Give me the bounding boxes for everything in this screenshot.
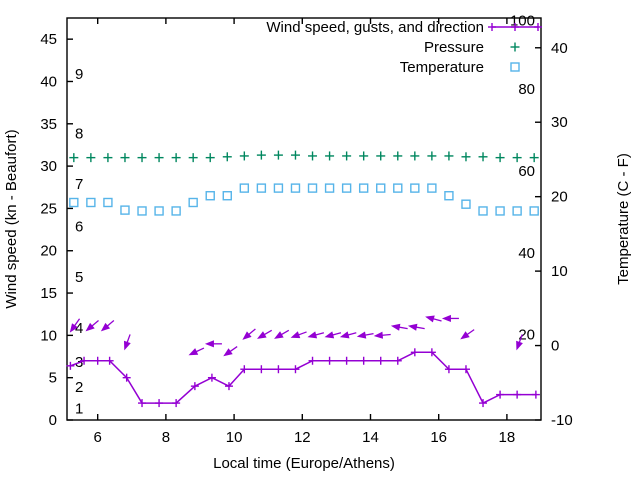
temperature-point xyxy=(69,197,79,208)
wind-direction-arrow xyxy=(257,329,273,339)
temperature-point xyxy=(86,197,96,208)
beaufort-label: 5 xyxy=(75,269,83,286)
wind-direction-arrow xyxy=(356,331,374,339)
temperature-point xyxy=(205,191,215,201)
temperature-point xyxy=(495,206,505,216)
temperature-point xyxy=(222,191,232,201)
y-tick-label: 20 xyxy=(40,243,57,260)
wind-direction-arrow xyxy=(123,334,131,351)
wind-speed-line xyxy=(70,351,536,405)
x-axis-title: Local time (Europe/Athens) xyxy=(213,455,395,472)
y2-tick-label: 40 xyxy=(551,40,568,57)
y-tick-label: 40 xyxy=(40,73,57,90)
wind-direction-arrow xyxy=(223,346,238,357)
y2-tick-label: 20 xyxy=(551,189,568,206)
wind-direction-arrow xyxy=(290,331,307,339)
x-tick-label: 12 xyxy=(294,429,311,446)
wind-direction-arrow xyxy=(425,315,442,323)
beaufort-label: 2 xyxy=(75,379,83,396)
temperature-point xyxy=(427,183,437,193)
y-tick-label: 35 xyxy=(40,116,57,133)
wind-direction-arrow xyxy=(85,319,99,332)
y-tick-label: 15 xyxy=(40,285,57,302)
wind-direction-arrow xyxy=(274,329,290,339)
temperature-point xyxy=(478,206,488,216)
y-tick-label: 25 xyxy=(40,200,57,217)
temperature-point xyxy=(461,199,471,209)
y-tick-label: 10 xyxy=(40,327,57,344)
y2-tick-label: 30 xyxy=(551,114,568,131)
temperature-point xyxy=(324,183,335,193)
y-tick-label: 0 xyxy=(49,412,57,429)
wind-direction-arrow xyxy=(69,318,81,333)
wind-direction-arrow xyxy=(460,329,475,340)
wind-direction-arrow xyxy=(339,331,357,339)
temperature-point xyxy=(256,183,267,193)
wind-direction-arrow xyxy=(407,323,425,331)
wind-direction-arrow xyxy=(100,319,115,332)
temperature-point xyxy=(188,197,198,208)
y2-tick-label: -10 xyxy=(551,412,573,429)
wind-direction-arrow xyxy=(204,340,222,348)
beaufort-label: 6 xyxy=(75,218,83,235)
beaufort-label: 9 xyxy=(75,66,83,83)
fahrenheit-label: 40 xyxy=(518,245,535,262)
plot-area-border xyxy=(66,17,542,421)
beaufort-label: 8 xyxy=(75,125,83,142)
wind-direction-arrow xyxy=(242,328,256,340)
wind-direction-arrow xyxy=(307,331,325,339)
beaufort-label: 7 xyxy=(75,176,83,193)
x-tick-label: 18 xyxy=(499,429,516,446)
temperature-point xyxy=(393,183,403,193)
y-axis-title: Wind speed (kn - Beaufort) xyxy=(3,129,20,308)
temperature-point xyxy=(376,183,386,193)
y2-tick-label: 0 xyxy=(551,338,559,355)
y-tick-label: 45 xyxy=(40,31,57,48)
temperature-point xyxy=(290,183,301,193)
fahrenheit-label: 20 xyxy=(518,327,535,344)
fahrenheit-label: 100 xyxy=(510,12,535,29)
temperature-point xyxy=(307,183,318,193)
legend-sample-marker xyxy=(510,62,520,72)
temperature-point xyxy=(239,183,250,193)
beaufort-label: 1 xyxy=(75,400,83,417)
temperature-point xyxy=(529,206,539,216)
temperature-point xyxy=(103,197,113,208)
temperature-point xyxy=(444,191,454,201)
temperature-point xyxy=(410,183,420,193)
temperature-point xyxy=(358,183,369,193)
y-tick-label: 5 xyxy=(49,370,57,387)
temperature-point xyxy=(137,206,147,216)
legend-label: Temperature xyxy=(400,59,484,76)
fahrenheit-label: 60 xyxy=(518,163,535,180)
y-tick-label: 30 xyxy=(40,158,57,175)
wind-direction-arrow xyxy=(188,347,205,356)
x-tick-label: 6 xyxy=(94,429,102,446)
temperature-point xyxy=(154,206,164,216)
y2-tick-label: 10 xyxy=(551,263,568,280)
temperature-point xyxy=(171,206,181,216)
wind-direction-arrow xyxy=(390,323,408,331)
wind-direction-arrow xyxy=(373,331,391,339)
temperature-point xyxy=(273,183,284,193)
x-tick-label: 14 xyxy=(362,429,379,446)
fahrenheit-label: 80 xyxy=(518,81,535,98)
beaufort-label: 4 xyxy=(75,320,83,337)
y2-axis-title: Temperature (C - F) xyxy=(615,153,632,285)
wind-direction-arrow xyxy=(516,334,523,351)
legend-label: Pressure xyxy=(424,39,484,56)
wind-direction-arrow xyxy=(324,331,342,339)
legend-label: Wind speed, gusts, and direction xyxy=(266,19,484,36)
temperature-point xyxy=(120,205,130,215)
temperature-point xyxy=(512,206,522,216)
x-tick-label: 16 xyxy=(430,429,447,446)
x-tick-label: 10 xyxy=(226,429,243,446)
temperature-point xyxy=(341,183,352,193)
wind-direction-arrow xyxy=(441,314,459,323)
x-tick-label: 8 xyxy=(162,429,170,446)
